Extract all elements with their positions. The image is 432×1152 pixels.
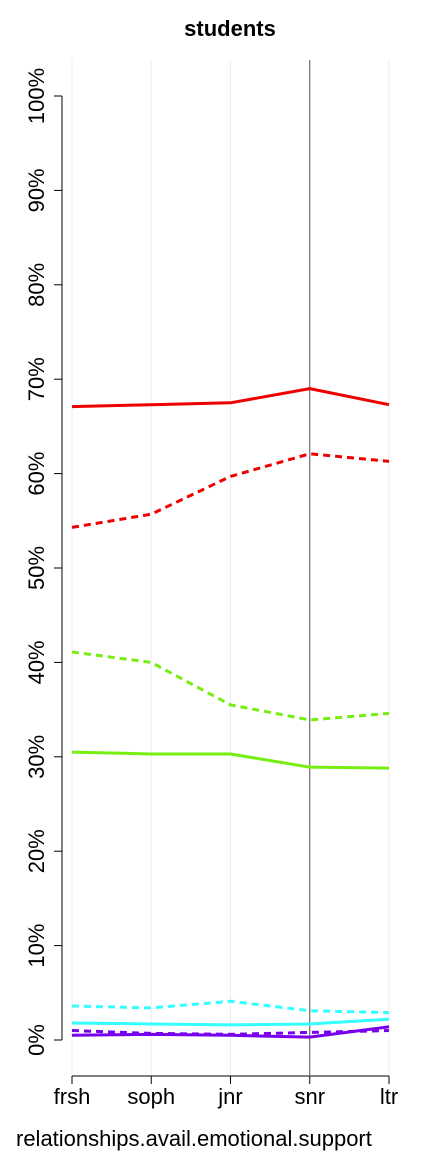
x-axis-label: relationships.avail.emotional.support <box>16 1126 372 1151</box>
x-tick-label: jnr <box>217 1084 242 1109</box>
x-tick-label: ltr <box>380 1084 398 1109</box>
y-tick-label: 30% <box>24 735 49 779</box>
y-tick-label: 70% <box>24 357 49 401</box>
series-line <box>71 999 390 1015</box>
y-tick-label: 60% <box>24 452 49 496</box>
chart-title: students <box>184 16 276 41</box>
x-tick-label: frsh <box>54 1084 91 1109</box>
series-line <box>71 387 390 409</box>
series-line <box>71 1025 390 1039</box>
x-tick-label: snr <box>294 1084 325 1109</box>
x-tick-label: soph <box>127 1084 175 1109</box>
y-tick-label: 20% <box>24 829 49 873</box>
series-line <box>71 750 390 770</box>
y-tick-label: 80% <box>24 263 49 307</box>
series-line <box>71 650 390 722</box>
series-line <box>71 1017 390 1027</box>
series-line <box>71 452 390 529</box>
y-tick-label: 90% <box>24 168 49 212</box>
y-tick-label: 0% <box>24 1024 49 1056</box>
y-tick-label: 50% <box>24 546 49 590</box>
y-tick-label: 40% <box>24 640 49 684</box>
y-tick-label: 10% <box>24 924 49 968</box>
y-tick-label: 100% <box>24 68 49 124</box>
